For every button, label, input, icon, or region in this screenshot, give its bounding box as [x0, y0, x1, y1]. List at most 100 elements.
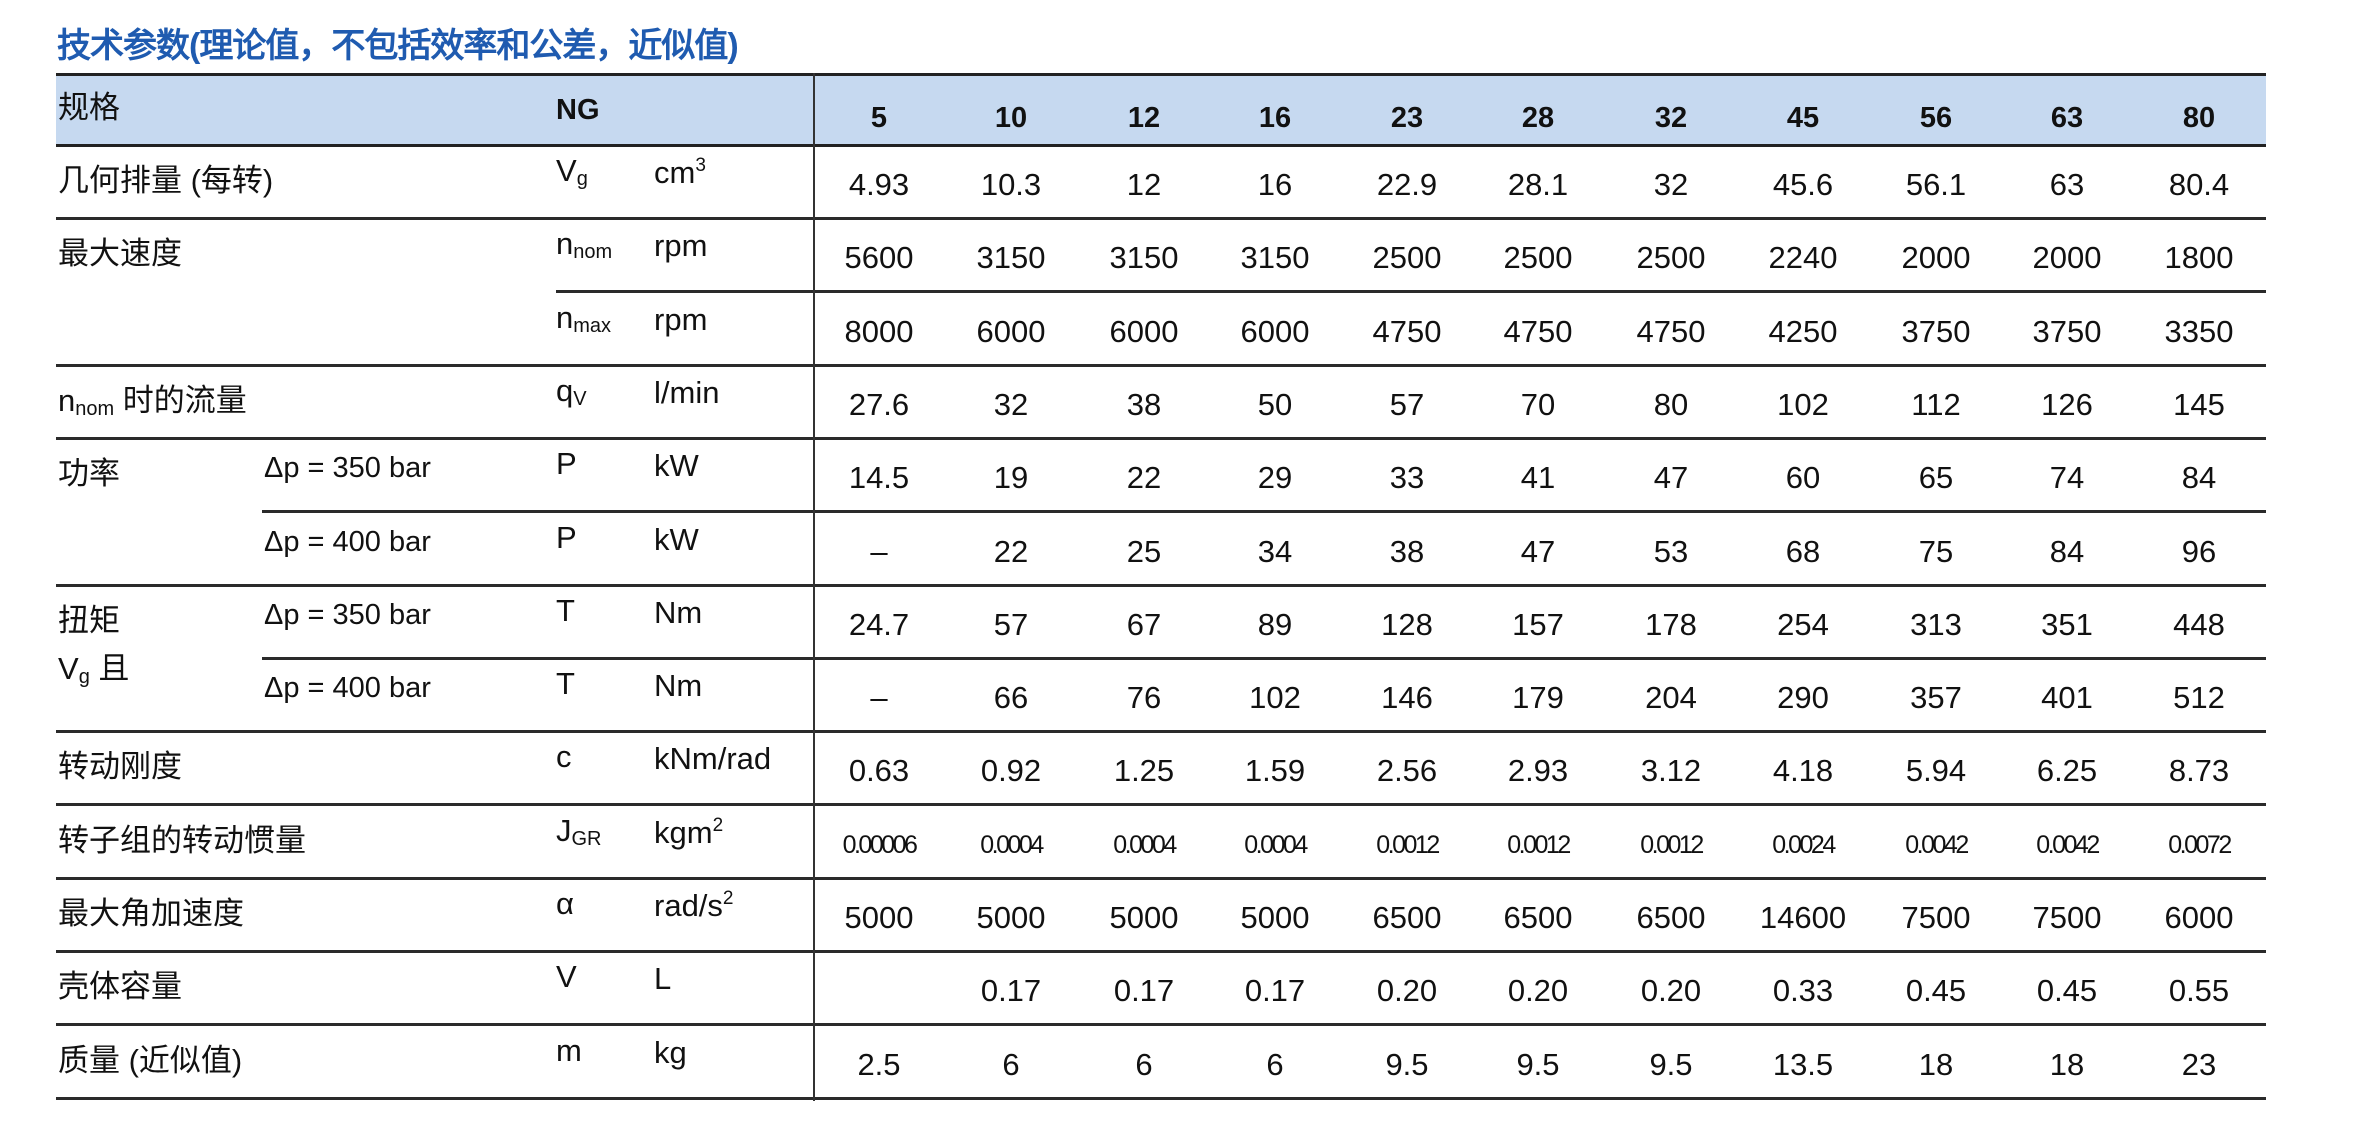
cell-value: 178: [1645, 606, 1697, 642]
unit-sup: 2: [722, 888, 734, 909]
cell-value: 3150: [1109, 240, 1179, 276]
cell-value: 27.6: [848, 386, 910, 422]
cell-value: 13.5: [1772, 1046, 1834, 1082]
cell-value: 0.0012: [1640, 830, 1704, 859]
unit-base: rpm: [654, 301, 708, 337]
cell-value: 68: [1785, 533, 1821, 569]
row-symbol: T: [556, 593, 575, 629]
header-size-28: 28: [1521, 102, 1555, 134]
cell-value: 512: [2173, 680, 2225, 716]
row-label: 质量 (近似值): [58, 1035, 242, 1080]
row-label-text: 功率: [58, 456, 120, 492]
cell-value: 1800: [2164, 240, 2234, 276]
row-divider: [56, 950, 2266, 953]
cell-value: 76: [1126, 680, 1162, 716]
header-size-45: 45: [1786, 102, 1820, 134]
cell-value: 102: [1777, 386, 1829, 422]
row-label-line2: Vg 且: [58, 643, 129, 689]
table-row: 最大角加速度 α rad/s2 5000 5000 5000 5000 6500 6500 650…: [56, 880, 2266, 953]
cell-value: 126: [2041, 386, 2093, 422]
cell-value: 6500: [1372, 900, 1442, 935]
symbol-base: α: [556, 886, 574, 921]
symbol-base: n: [556, 299, 574, 335]
row-label: 扭矩: [58, 595, 120, 640]
cell-value: 8.73: [2168, 753, 2230, 789]
header-size-16: 16: [1258, 102, 1292, 134]
symbol-base: n: [556, 226, 574, 262]
cell-value: 5000: [1109, 900, 1179, 935]
header-size-80: 80: [2182, 102, 2216, 134]
row-label-prefix-sub: nom: [75, 397, 115, 420]
cell-value: 102: [1249, 680, 1301, 716]
cell-value: 4250: [1768, 313, 1838, 349]
row-symbol: JGR: [556, 813, 602, 851]
cell-value: 0.0072: [2168, 830, 2232, 859]
cell-value: 22: [1126, 460, 1162, 496]
row-label-prefix: n: [58, 382, 76, 418]
cell-value: 6500: [1503, 900, 1573, 935]
cell-value: 22.9: [1376, 167, 1438, 202]
cell-value: 16: [1257, 167, 1293, 202]
cell-value: 4750: [1503, 313, 1573, 349]
cell-value: 96: [2181, 533, 2217, 569]
symbol-base: V: [556, 959, 577, 995]
unit-base: kW: [654, 521, 699, 557]
row-divider: [56, 436, 2266, 440]
row-condition: Δp = 400 bar: [264, 525, 431, 558]
row-label-text: 最大角加速度: [58, 896, 244, 931]
table-row: 最大速度 nnom rpm 5600 3150 3150 3150 2500 2500 2500 2…: [56, 220, 2266, 294]
unit-base: cm: [654, 155, 696, 190]
unit-base: rpm: [654, 228, 708, 264]
cell-value: 19: [993, 460, 1029, 496]
unit-sup: 3: [695, 155, 706, 176]
row-unit: kgm2: [654, 815, 723, 851]
cell-value: 0.17: [980, 973, 1042, 1009]
row-label-text: 壳体容量: [58, 969, 182, 1005]
cell-value: 112: [1911, 386, 1961, 422]
row-divider: [56, 803, 2266, 807]
cell-value: 2500: [1636, 240, 1706, 276]
cell-value: 401: [2041, 680, 2093, 716]
cell-value: 0.20: [1507, 973, 1569, 1009]
row-label-text: 最大速度: [58, 236, 182, 272]
cell-value: 23: [2181, 1046, 2217, 1082]
cell-value: 10.3: [980, 167, 1042, 202]
cell-value: 9.5: [1516, 1046, 1560, 1082]
row-label-text: 质量 (近似值): [58, 1042, 243, 1078]
unit-base: L: [654, 961, 672, 997]
cell-value: 28.1: [1507, 167, 1569, 202]
cell-value: 3.12: [1640, 753, 1702, 789]
cell-value: 6000: [1109, 313, 1179, 349]
table-row: 壳体容量 V L 0.17 0.17 0.17 0.20 0.20 0.20 0.33 0.45 0.…: [56, 953, 2266, 1027]
symbol-base: c: [556, 739, 572, 775]
row-unit: cm3: [654, 155, 706, 191]
row-label-text: 时的流量: [114, 382, 247, 418]
cell-value: 18: [1918, 1046, 1954, 1082]
cell-value: 2500: [1503, 240, 1573, 276]
row-symbol: T: [556, 666, 575, 702]
cell-value: 3750: [1901, 313, 1971, 349]
row-label: 几何排量 (每转): [58, 155, 273, 200]
row-label2-base: V: [58, 650, 79, 686]
row-label2-sub: g: [78, 665, 90, 688]
header-size-23: 23: [1390, 102, 1424, 134]
row-unit: kg: [654, 1035, 687, 1071]
symbol-sub: max: [573, 314, 612, 337]
row-unit: l/min: [654, 375, 719, 411]
row-divider: [56, 1096, 2266, 1100]
unit-sup: 2: [712, 814, 724, 836]
row-condition: Δp = 350 bar: [264, 452, 431, 485]
row-unit: Nm: [654, 595, 702, 631]
table-row: nnom 时的流量 qV l/min 27.6 32 38 50 57 70 80 102 112 12…: [56, 367, 2266, 440]
row-divider: [56, 1023, 2266, 1027]
spec-table: 规格 NG 5 10 12 16 23 28 32 45 56 63 80 几何排量 (每转) Vg c…: [56, 73, 2266, 1103]
row-label-text: 几何排量 (每转): [58, 163, 274, 198]
row-label2-text: 且: [89, 650, 130, 686]
cell-value: 2.93: [1507, 753, 1569, 789]
cell-value: 53: [1653, 533, 1689, 569]
row-symbol: nmax: [556, 300, 611, 338]
cell-value: –: [870, 533, 888, 569]
symbol-base: P: [556, 519, 577, 555]
